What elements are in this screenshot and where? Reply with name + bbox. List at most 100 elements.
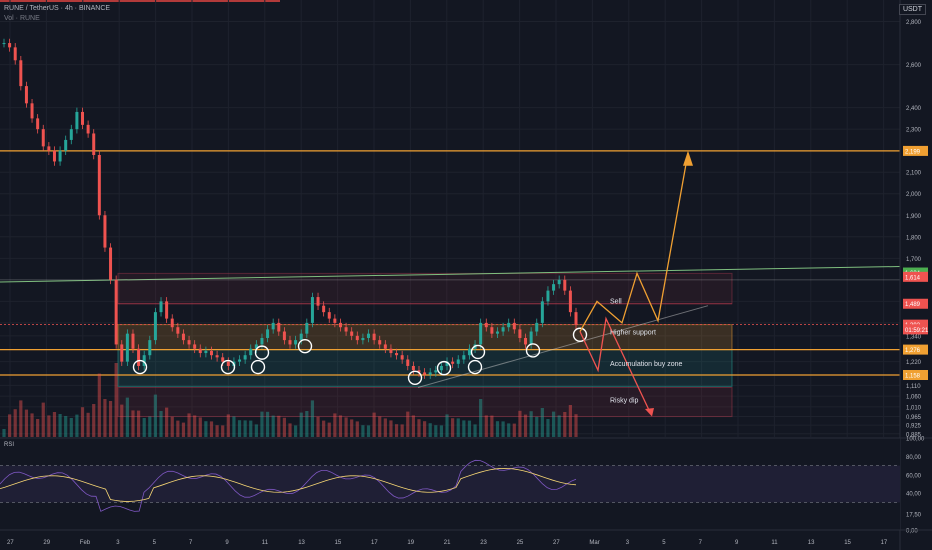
pivot-circle (467, 359, 483, 375)
candle-body (535, 322, 539, 332)
time-tick: 13 (808, 540, 815, 546)
volume-bar (361, 425, 365, 437)
candle-body (467, 348, 471, 356)
volume-bar (394, 424, 399, 437)
candle-body (114, 279, 118, 345)
candle-body (540, 301, 544, 323)
symbol-title[interactable]: RUNE / TetherUS · 4h · BINANCE (4, 5, 111, 12)
volume-bar (198, 417, 202, 437)
volume-bar (568, 405, 572, 437)
volume-bar (406, 411, 410, 437)
candle-body (299, 333, 303, 341)
candle-body (97, 154, 101, 216)
top-accent-bar (0, 0, 280, 2)
time-tick: 5 (662, 540, 666, 546)
candle-body (181, 333, 185, 341)
candle-body (411, 365, 415, 371)
volume-bar (136, 410, 141, 437)
candle-body (310, 297, 314, 323)
bullish-projection (579, 152, 689, 332)
candle-body (137, 348, 141, 366)
pivot-circle (572, 327, 588, 342)
volume-bar (226, 414, 230, 437)
volume-bar (249, 420, 253, 437)
candle-body (552, 284, 556, 291)
candle-body (288, 340, 292, 345)
price-tick: 1,060 (906, 395, 922, 401)
price-tag (903, 145, 928, 156)
volume-bar (507, 423, 511, 437)
volume-bar (209, 421, 214, 437)
volume-bar (282, 417, 286, 437)
candle-body (434, 370, 438, 373)
pivot-circle (525, 343, 541, 358)
rsi-line (0, 459, 577, 512)
volume-bar (484, 415, 488, 437)
currency-badge[interactable]: USDT (898, 4, 926, 15)
volume-bar (271, 415, 275, 437)
volume-bar (495, 421, 500, 437)
time-tick: 23 (480, 540, 487, 546)
candle-body (389, 348, 393, 354)
price-tick: 1,220 (906, 360, 922, 366)
candle-body (131, 333, 135, 349)
price-tick: 1,110 (906, 384, 921, 390)
time-tick: 5 (153, 540, 157, 546)
candle-body (8, 43, 12, 48)
volume-bar (165, 407, 169, 437)
higher-support-label: Higher support (610, 330, 656, 337)
candle-body (423, 372, 427, 375)
time-tick: 9 (735, 540, 739, 546)
volume-bar (546, 419, 550, 437)
candle-body (529, 331, 533, 345)
time-tick: 7 (189, 540, 193, 546)
volume-bar (529, 411, 533, 437)
candle-body (260, 337, 264, 345)
volume-bar (221, 425, 225, 437)
candle-body (372, 333, 376, 341)
volume-bar (237, 420, 242, 437)
volume-bar (422, 421, 427, 437)
candle-body (170, 318, 174, 328)
volume-bar (372, 412, 376, 437)
candle-body (64, 139, 68, 151)
candle-body (209, 350, 213, 356)
volume-bar (557, 415, 561, 437)
volume-bar (19, 400, 23, 437)
rsi-tick: 80,00 (906, 455, 922, 461)
volume-bar (344, 417, 348, 437)
rsi-tick: 40,00 (906, 492, 922, 498)
rsi-band (0, 465, 900, 503)
candle-body (294, 340, 298, 345)
rising-trendline (417, 305, 709, 388)
volume-bar (316, 416, 320, 437)
candle-body (361, 337, 365, 341)
time-tick: 21 (444, 540, 451, 546)
time-tick: 25 (517, 540, 524, 546)
time-tick: 27 (553, 540, 560, 546)
time-tick: 7 (699, 540, 703, 546)
volume-bar (467, 420, 472, 437)
volume-bar (473, 424, 477, 437)
volume-bar (97, 373, 101, 437)
price-tag-label: 01:59:21 (905, 328, 929, 334)
candle-body (153, 312, 157, 341)
price-tick: 1,900 (906, 214, 922, 220)
candle-body (215, 355, 219, 358)
volume-bar (75, 414, 79, 437)
volume-bar (501, 421, 505, 437)
volume-bar (490, 415, 494, 437)
volume-bar (288, 423, 292, 437)
candle-body (75, 111, 79, 130)
price-tag (903, 298, 928, 309)
price-tag-label: 1,158 (905, 374, 921, 380)
volume-bar (305, 411, 309, 437)
volume-bar (114, 363, 118, 437)
volume-bar (58, 414, 62, 437)
candle-body (479, 322, 483, 345)
candle-body (125, 333, 129, 362)
candle-body (563, 279, 567, 291)
volume-bar (170, 416, 174, 437)
candle-body (221, 357, 225, 362)
